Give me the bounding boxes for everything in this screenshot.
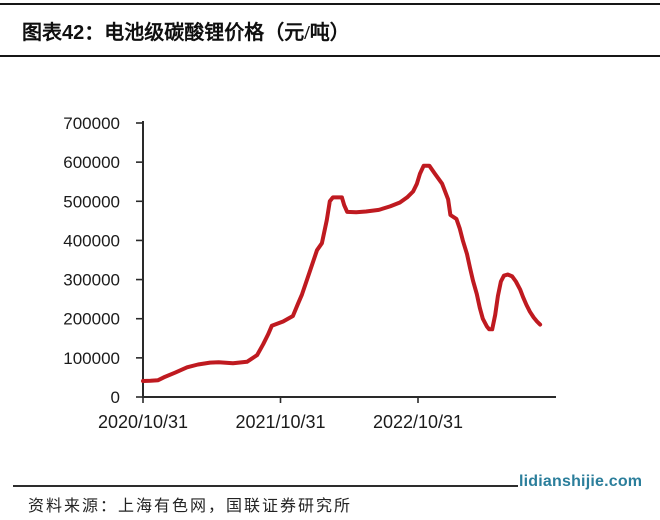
y-axis-tick-label: 300000 [63,271,120,290]
figure-header: 图表42：电池级碳酸锂价格（元/吨） [22,16,642,45]
source-attribution: 资料来源：上海有色网，国联证券研究所 [28,498,353,515]
header-divider [0,55,660,57]
x-axis-tick-label: 2020/10/31 [98,412,188,432]
y-axis-tick-label: 0 [111,388,120,407]
y-axis-tick-label: 100000 [63,349,120,368]
y-axis-tick-label: 600000 [63,153,120,172]
price-line [141,163,543,383]
footer-divider [13,485,518,487]
y-axis-tick-label: 700000 [63,114,120,133]
x-axis-tick-label: 2022/10/31 [373,412,463,432]
y-axis-tick-label: 400000 [63,231,120,250]
x-axis-tick-label: 2021/10/31 [235,412,325,432]
y-axis-tick-label: 500000 [63,192,120,211]
figure-number-label: 图表42： [22,22,105,44]
watermark-text: lidianshijie.com [519,473,643,490]
top-divider [0,3,660,5]
y-axis-tick-label: 200000 [63,310,120,329]
figure-title: 电池级碳酸锂价格（元/吨） [104,22,350,44]
